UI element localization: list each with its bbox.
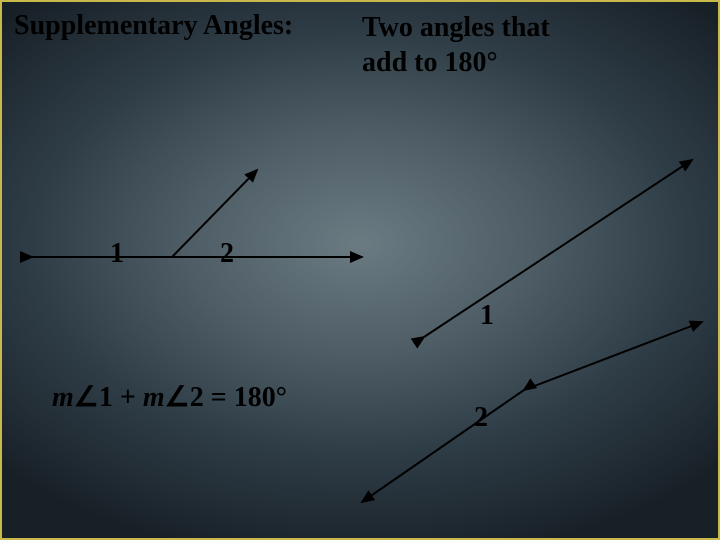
definition-line-2: add to 180° bbox=[362, 47, 498, 78]
right-ray-1 bbox=[424, 160, 692, 337]
angle-1-label-left: 1 bbox=[110, 238, 124, 270]
equation-n1: 1 + bbox=[99, 382, 143, 413]
equation-angle-1: ∠ bbox=[74, 382, 99, 413]
angle-2-label-right: 2 bbox=[474, 402, 488, 434]
right-side-ray bbox=[524, 322, 702, 390]
angle-1-label-right: 1 bbox=[480, 300, 494, 332]
equation-n2: 2 = 180° bbox=[190, 382, 287, 413]
equation-angle-2: ∠ bbox=[165, 382, 190, 413]
angle-2-label-left: 2 bbox=[220, 238, 234, 270]
diagram-lines bbox=[2, 2, 720, 540]
definition-heading: Two angles that add to 180° bbox=[362, 10, 550, 80]
slide: Supplementary Angles: Two angles that ad… bbox=[0, 0, 720, 540]
definition-line-1: Two angles that bbox=[362, 12, 550, 43]
term-heading: Supplementary Angles: bbox=[14, 10, 293, 42]
equation: m∠1 + m∠2 = 180° bbox=[52, 380, 287, 414]
equation-m1: m bbox=[52, 382, 74, 413]
equation-m2: m bbox=[143, 382, 165, 413]
right-ray-2 bbox=[362, 390, 524, 502]
left-ray bbox=[172, 170, 257, 257]
